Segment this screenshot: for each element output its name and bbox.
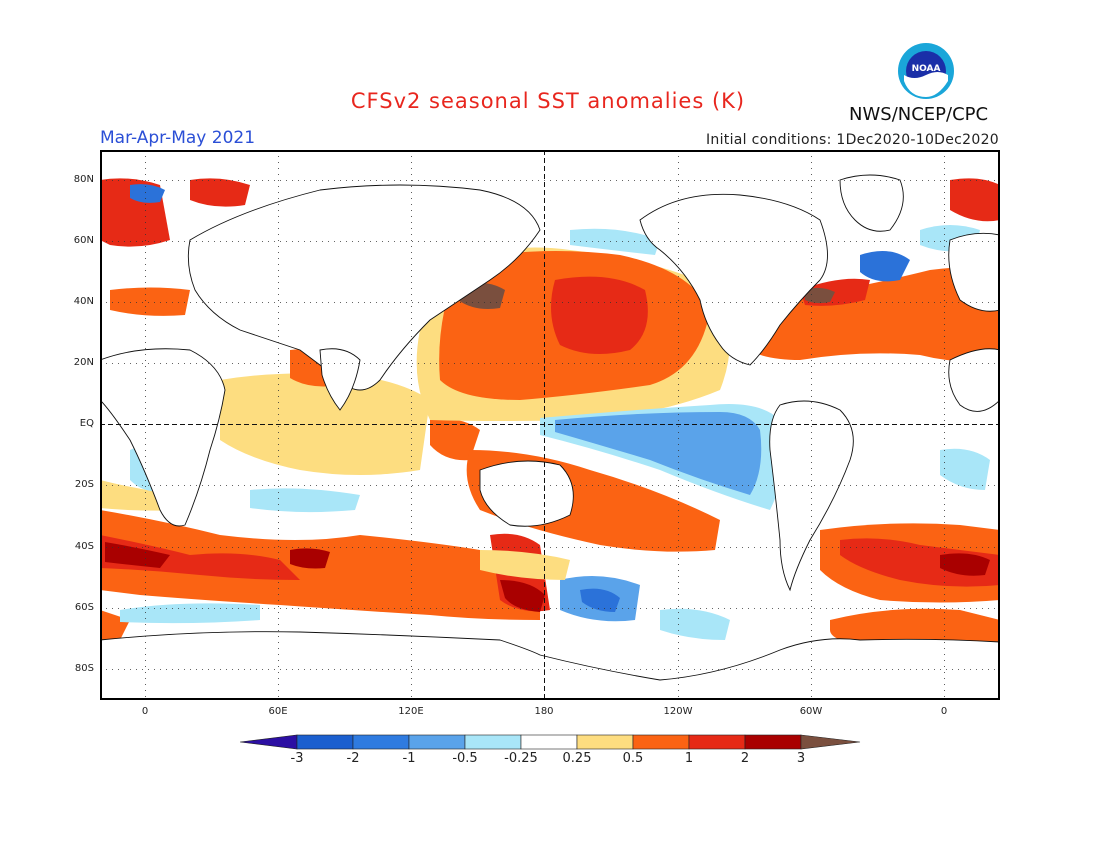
colorbar-cell [632, 734, 690, 750]
colorbar-cell [296, 734, 354, 750]
season-label: Mar-Apr-May 2021 [100, 128, 256, 148]
colorbar-label: -0.25 [504, 751, 538, 766]
colorbar-label: 0.25 [562, 751, 592, 766]
colorbar [240, 734, 861, 750]
lat-label-eq: EQ [79, 418, 94, 429]
lat-label-60n: 60N [73, 235, 94, 246]
colorbar-cell [464, 734, 522, 750]
initial-conditions: Initial conditions: 1Dec2020-10Dec2020 [706, 132, 999, 148]
map-frame [100, 150, 1000, 700]
lon-label-60e: 60E [268, 706, 288, 717]
south-america-outline [769, 400, 854, 592]
colorbar-cell [576, 734, 634, 750]
colorbar-cell [520, 734, 578, 750]
lat-label-80s: 80S [74, 663, 94, 674]
colorbar-cell [688, 734, 746, 750]
colorbar-cell [352, 734, 410, 750]
anomaly-north-atlantic [100, 178, 1000, 362]
noaa-logo-text: NOAA [912, 64, 941, 74]
lat-label-40s: 40S [74, 541, 94, 552]
colorbar-label: 0.5 [622, 751, 644, 766]
gridlines [100, 150, 1000, 700]
north-america-outline [639, 193, 828, 366]
greenland-outline [839, 174, 904, 232]
map-canvas [100, 150, 1000, 700]
australia-outline [479, 460, 574, 527]
noaa-logo: NOAA [898, 43, 954, 99]
lat-label-60s: 60S [74, 602, 94, 613]
sst-anomaly-map: 80N 60N 40N 20N EQ 20S 40S 60S 80S 0 60E… [74, 150, 1000, 717]
lat-label-80n: 80N [73, 174, 94, 185]
lon-label-0-west: 0 [141, 706, 149, 717]
lat-label-20n: 20N [73, 357, 94, 368]
map-title: CFSv2 seasonal SST anomalies (K) [350, 89, 746, 113]
lon-label-180: 180 [534, 706, 554, 717]
colorbar-max-arrow [800, 734, 861, 750]
lon-label-120w: 120W [663, 706, 693, 717]
africa-outline [100, 348, 226, 527]
colorbar-label: 1 [684, 751, 694, 766]
antarctica-outline [100, 631, 1000, 700]
colorbar-label: 2 [740, 751, 750, 766]
colorbar-cell [408, 734, 466, 750]
lat-label-40n: 40N [73, 296, 94, 307]
lon-label-0-east: 0 [940, 706, 948, 717]
colorbar-label: -2 [346, 751, 360, 766]
colorbar-label: -1 [402, 751, 416, 766]
colorbar-cell [744, 734, 802, 750]
india-outline [319, 348, 361, 411]
colorbar-label: 3 [796, 751, 806, 766]
eurasia-outline [187, 184, 541, 391]
agency-label: NWS/NCEP/CPC [849, 104, 989, 125]
continents [100, 174, 1000, 700]
lat-label-20s: 20S [74, 479, 94, 490]
colorbar-label: -3 [290, 751, 304, 766]
anomaly-equatorial-pacific [540, 404, 784, 640]
colorbar-label: -0.5 [452, 751, 478, 766]
lon-label-60w: 60W [799, 706, 823, 717]
colorbar-min-arrow [240, 734, 298, 750]
lon-label-120e: 120E [398, 706, 424, 717]
anomaly-southern-belt [100, 480, 1000, 648]
